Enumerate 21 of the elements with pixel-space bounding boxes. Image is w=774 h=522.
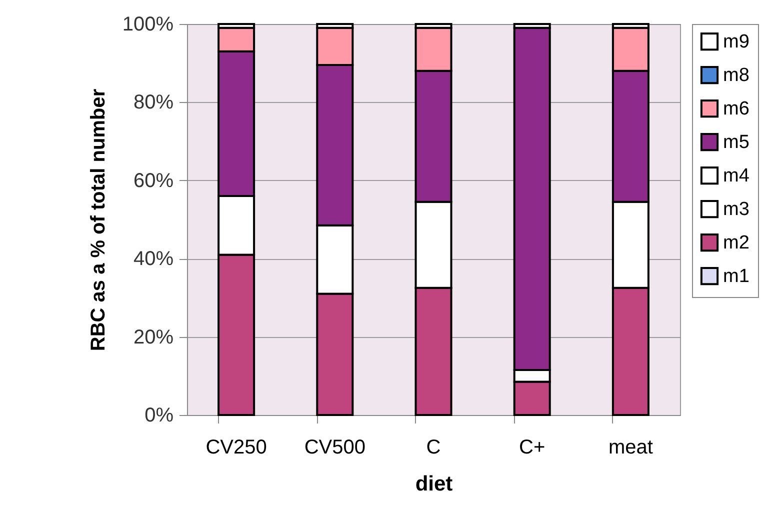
y-tick-label: 100% [122,14,174,36]
x-axis-title: diet [415,472,453,496]
y-tick-label: 20% [133,326,174,348]
x-tick-label: CV250 [206,436,267,458]
x-tick-label: CV500 [304,436,366,458]
y-tick-label: 60% [133,170,174,192]
y-tick-label: 40% [133,248,174,270]
legend-label: m6 [723,98,750,120]
y-axis-title: RBC as a % of total number [87,88,110,352]
legend-label: m1 [723,266,750,287]
y-tick-label: 80% [133,92,174,114]
legend-label: m4 [723,166,750,186]
legend-label: m3 [723,199,750,220]
legend-label: m9 [723,32,750,52]
x-tick-label: C+ [519,436,546,458]
legend-label: m5 [723,132,750,153]
x-tick-label: C [426,436,441,458]
y-tick-label: 0% [144,404,174,426]
legend-label: m8 [723,65,750,86]
legend-label: m2 [723,232,750,254]
x-tick-label: meat [608,436,654,458]
